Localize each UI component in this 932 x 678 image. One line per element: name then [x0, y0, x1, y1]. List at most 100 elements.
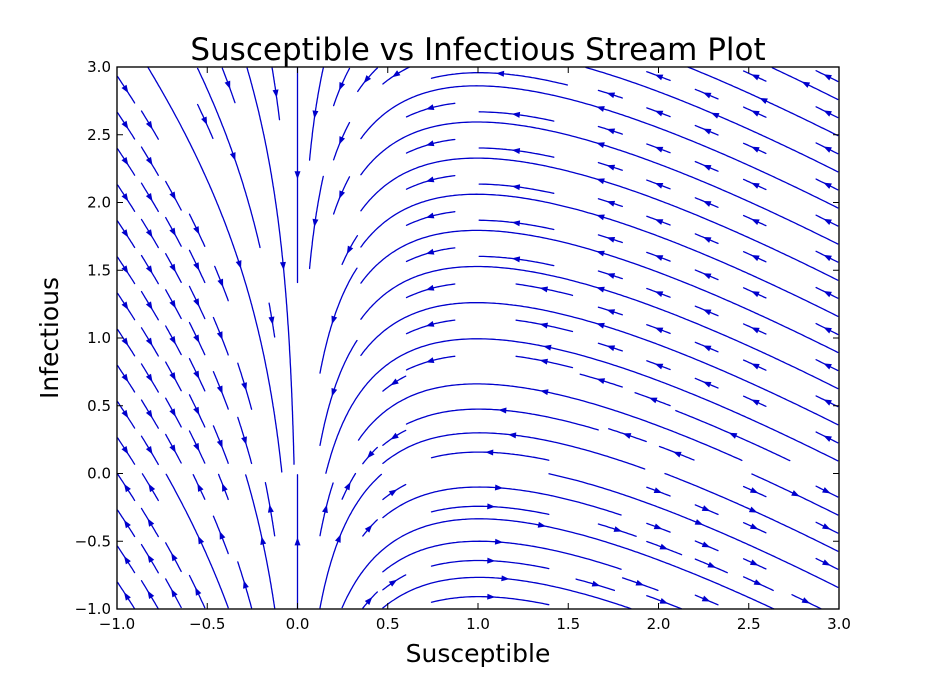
stream-arrow — [171, 588, 178, 598]
stream-arrow — [425, 104, 435, 110]
stream-arrow — [193, 298, 200, 307]
stream-arrow — [195, 587, 202, 596]
stream-arrow — [216, 331, 223, 340]
stream-arrow — [121, 84, 129, 94]
y-tick-label: 3.0 — [87, 58, 111, 76]
stream-arrow — [241, 382, 247, 391]
stream-arrow — [346, 245, 354, 255]
stream-arrow — [702, 128, 712, 135]
stream-arrow — [596, 378, 606, 385]
stream-arrow — [702, 381, 712, 388]
stream-arrow — [606, 128, 616, 135]
stream-arrow — [121, 373, 129, 383]
stream-arrow — [702, 345, 712, 352]
stream-arrow — [243, 580, 249, 589]
stream-arrow — [702, 92, 712, 99]
stream-arrow — [823, 327, 832, 334]
stream-arrow — [121, 193, 129, 202]
stream-arrow — [537, 521, 547, 528]
stream-arrow — [508, 432, 517, 439]
stream-arrow — [710, 112, 720, 119]
stream-arrow — [823, 291, 832, 298]
stream-arrow — [498, 407, 507, 414]
stream-arrow — [364, 597, 373, 605]
stream-arrow — [335, 534, 341, 543]
x-tick-label: 1.5 — [556, 615, 580, 633]
stream-arrow — [751, 74, 760, 81]
stream-arrow — [145, 409, 153, 419]
stream-arrow — [392, 70, 401, 78]
stream-arrow — [260, 536, 267, 545]
stream-arrow — [312, 110, 319, 119]
x-tick-label: 0.0 — [286, 615, 310, 633]
stream-arrow — [823, 363, 832, 370]
stream-arrow — [673, 451, 682, 458]
stream-arrow — [654, 255, 664, 261]
stream-arrow — [606, 92, 616, 99]
y-axis-ticks: −1.0 −0.5 0.0 0.5 1.0 1.5 2.0 2.5 3.0 — [75, 58, 839, 618]
stream-arrow — [388, 489, 398, 497]
stream-arrow — [487, 557, 496, 564]
stream-arrow — [539, 322, 549, 329]
stream-arrow — [654, 291, 664, 298]
stream-arrow — [390, 432, 399, 440]
stream-arrow — [823, 254, 832, 262]
stream-arrow — [229, 152, 236, 161]
stream-arrow — [596, 322, 605, 329]
stream-arrow — [425, 321, 435, 327]
stream-arrow — [753, 579, 763, 586]
stream-arrow — [791, 490, 800, 497]
stream-arrow — [272, 89, 279, 98]
stream-arrow — [425, 212, 435, 219]
stream-arrow — [701, 505, 711, 512]
stream-arrow — [694, 519, 704, 525]
y-tick-label: 2.0 — [87, 194, 111, 212]
stream-arrow — [653, 487, 663, 494]
stream-arrow — [701, 541, 711, 548]
stream-arrow — [751, 291, 760, 298]
x-tick-label: 1.0 — [466, 615, 490, 633]
stream-arrow — [606, 236, 616, 243]
stream-arrow — [487, 503, 496, 510]
stream-arrow — [751, 399, 760, 406]
stream-arrow — [485, 449, 494, 456]
stream-arrow — [145, 193, 153, 202]
stream-arrow — [367, 450, 375, 459]
stream-arrow — [121, 301, 129, 310]
stream-arrow — [169, 408, 176, 417]
stream-arrow — [511, 148, 521, 154]
stream-arrow — [201, 116, 208, 126]
y-tick-label: −1.0 — [75, 600, 111, 618]
stream-arrow — [322, 504, 328, 514]
stream-arrow — [145, 265, 153, 274]
stream-arrow — [540, 389, 549, 396]
stream-arrow — [496, 70, 505, 77]
stream-arrow — [193, 370, 200, 380]
stream-arrow — [822, 487, 831, 494]
stream-arrow — [145, 337, 153, 347]
stream-arrow — [596, 178, 605, 185]
stream-arrow — [606, 164, 616, 171]
stream-arrow — [121, 409, 129, 419]
stream-arrow — [654, 327, 664, 334]
stream-arrow — [425, 284, 435, 291]
stream-arrow — [294, 171, 301, 180]
x-tick-label: −1.0 — [99, 615, 135, 633]
stream-arrow — [487, 593, 496, 600]
stream-arrow — [823, 399, 832, 406]
stream-arrow — [145, 446, 153, 455]
x-tick-label: 2.5 — [737, 615, 761, 633]
x-axis-ticks: −1.0 −0.5 0.0 0.5 1.0 1.5 2.0 2.5 3.0 — [99, 67, 851, 633]
stream-arrow — [749, 487, 759, 494]
stream-arrow — [193, 334, 200, 344]
stream-arrow — [801, 597, 811, 604]
stream-arrow — [659, 543, 669, 550]
stream-arrow — [635, 579, 645, 586]
stream-arrow — [339, 81, 346, 91]
stream-arrow — [121, 337, 129, 346]
stream-arrow — [124, 519, 131, 529]
stream-arrow — [364, 524, 373, 533]
stream-arrow — [606, 309, 616, 315]
stream-arrow — [235, 260, 242, 269]
stream-arrow — [121, 157, 129, 166]
